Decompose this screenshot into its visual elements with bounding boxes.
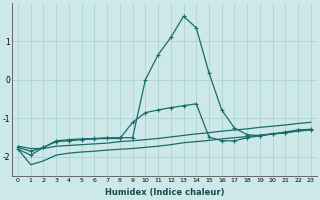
X-axis label: Humidex (Indice chaleur): Humidex (Indice chaleur): [105, 188, 224, 197]
